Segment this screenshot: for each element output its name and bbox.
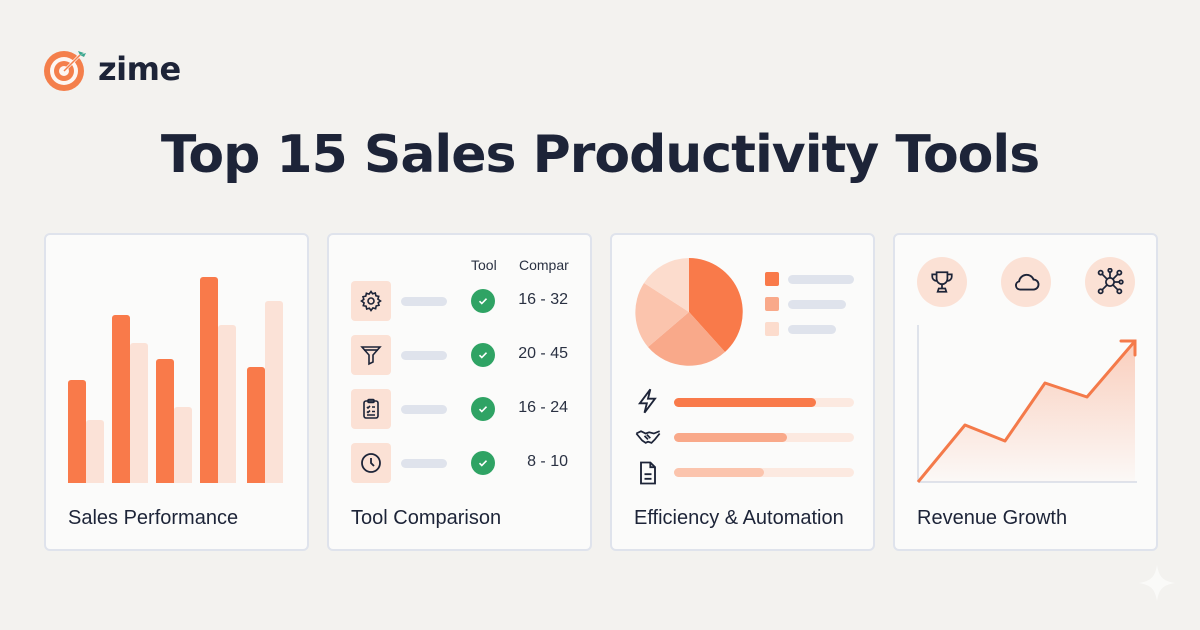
funnel-icon <box>360 346 382 366</box>
row-placeholder-bar <box>401 405 447 414</box>
progress-fill <box>674 433 788 442</box>
progress-fill <box>674 468 764 477</box>
legend-placeholder-bar <box>788 325 836 334</box>
row-range: 20 - 45 <box>518 345 568 362</box>
legend-placeholder-bar <box>788 275 854 284</box>
progress-bar-3 <box>674 468 854 477</box>
column-header-tool: Tool <box>471 257 497 273</box>
target-logo-icon <box>44 51 86 91</box>
row-placeholder-bar <box>401 351 447 360</box>
card-efficiency-automation: Efficiency & Automation <box>610 233 875 551</box>
legend-swatch-3 <box>765 322 779 336</box>
progress-bar-1 <box>674 398 854 407</box>
bar-3-secondary <box>174 407 192 483</box>
card-revenue-growth: Revenue Growth <box>893 233 1158 551</box>
lightning-icon <box>637 388 657 414</box>
bar-2-secondary <box>130 343 148 483</box>
clipboard-checklist-icon <box>363 398 379 419</box>
cloud-badge <box>1001 257 1051 307</box>
bar-4-secondary <box>218 325 236 483</box>
card-tool-comparison: Tool Compar 16 - 32 20 - 45 16 - 24 <box>327 233 592 551</box>
progress-bar-2 <box>674 433 854 442</box>
bar-3-primary <box>156 359 174 483</box>
row-icon-box <box>351 281 391 321</box>
handshake-icon <box>635 430 661 444</box>
bar-5-secondary <box>265 301 283 483</box>
network-badge <box>1085 257 1135 307</box>
network-icon <box>1097 268 1124 295</box>
page-title: Top 15 Sales Productivity Tools <box>160 125 1040 185</box>
row-placeholder-bar <box>401 297 447 306</box>
card-sales-performance: Sales Performance <box>44 233 309 551</box>
card-title: Revenue Growth <box>917 507 1068 529</box>
row-icon-box <box>351 335 391 375</box>
document-icon <box>640 461 656 485</box>
row-icon-box <box>351 443 391 483</box>
row-range: 16 - 32 <box>518 291 568 308</box>
check-icon <box>471 289 495 313</box>
bar-4-primary <box>200 277 218 483</box>
revenue-area-chart <box>917 325 1137 483</box>
row-range: 16 - 24 <box>518 399 568 416</box>
cloud-icon <box>1015 273 1040 291</box>
legend-placeholder-bar <box>788 300 846 309</box>
check-icon <box>471 343 495 367</box>
brand-name: zime <box>98 50 181 88</box>
row-range: 8 - 10 <box>527 453 568 470</box>
trophy-icon <box>931 271 953 293</box>
row-icon-box <box>351 389 391 429</box>
gear-icon <box>360 290 382 312</box>
bar-2-primary <box>112 315 130 483</box>
pie-chart <box>635 258 743 366</box>
card-title: Efficiency & Automation <box>634 507 844 529</box>
check-icon <box>471 451 495 475</box>
clock-icon <box>361 453 381 473</box>
bar-1-secondary <box>86 420 104 483</box>
card-title: Sales Performance <box>68 507 239 529</box>
progress-fill <box>674 398 817 407</box>
legend-swatch-2 <box>765 297 779 311</box>
check-icon <box>471 397 495 421</box>
bar-5-primary <box>247 367 265 483</box>
trophy-badge <box>917 257 967 307</box>
sparkle-icon <box>1139 565 1175 601</box>
card-title: Tool Comparison <box>351 507 502 529</box>
row-placeholder-bar <box>401 459 447 468</box>
legend-swatch-1 <box>765 272 779 286</box>
column-header-compar: Compar <box>519 257 569 273</box>
bar-1-primary <box>68 380 86 483</box>
brand-logo: zime <box>42 45 181 93</box>
